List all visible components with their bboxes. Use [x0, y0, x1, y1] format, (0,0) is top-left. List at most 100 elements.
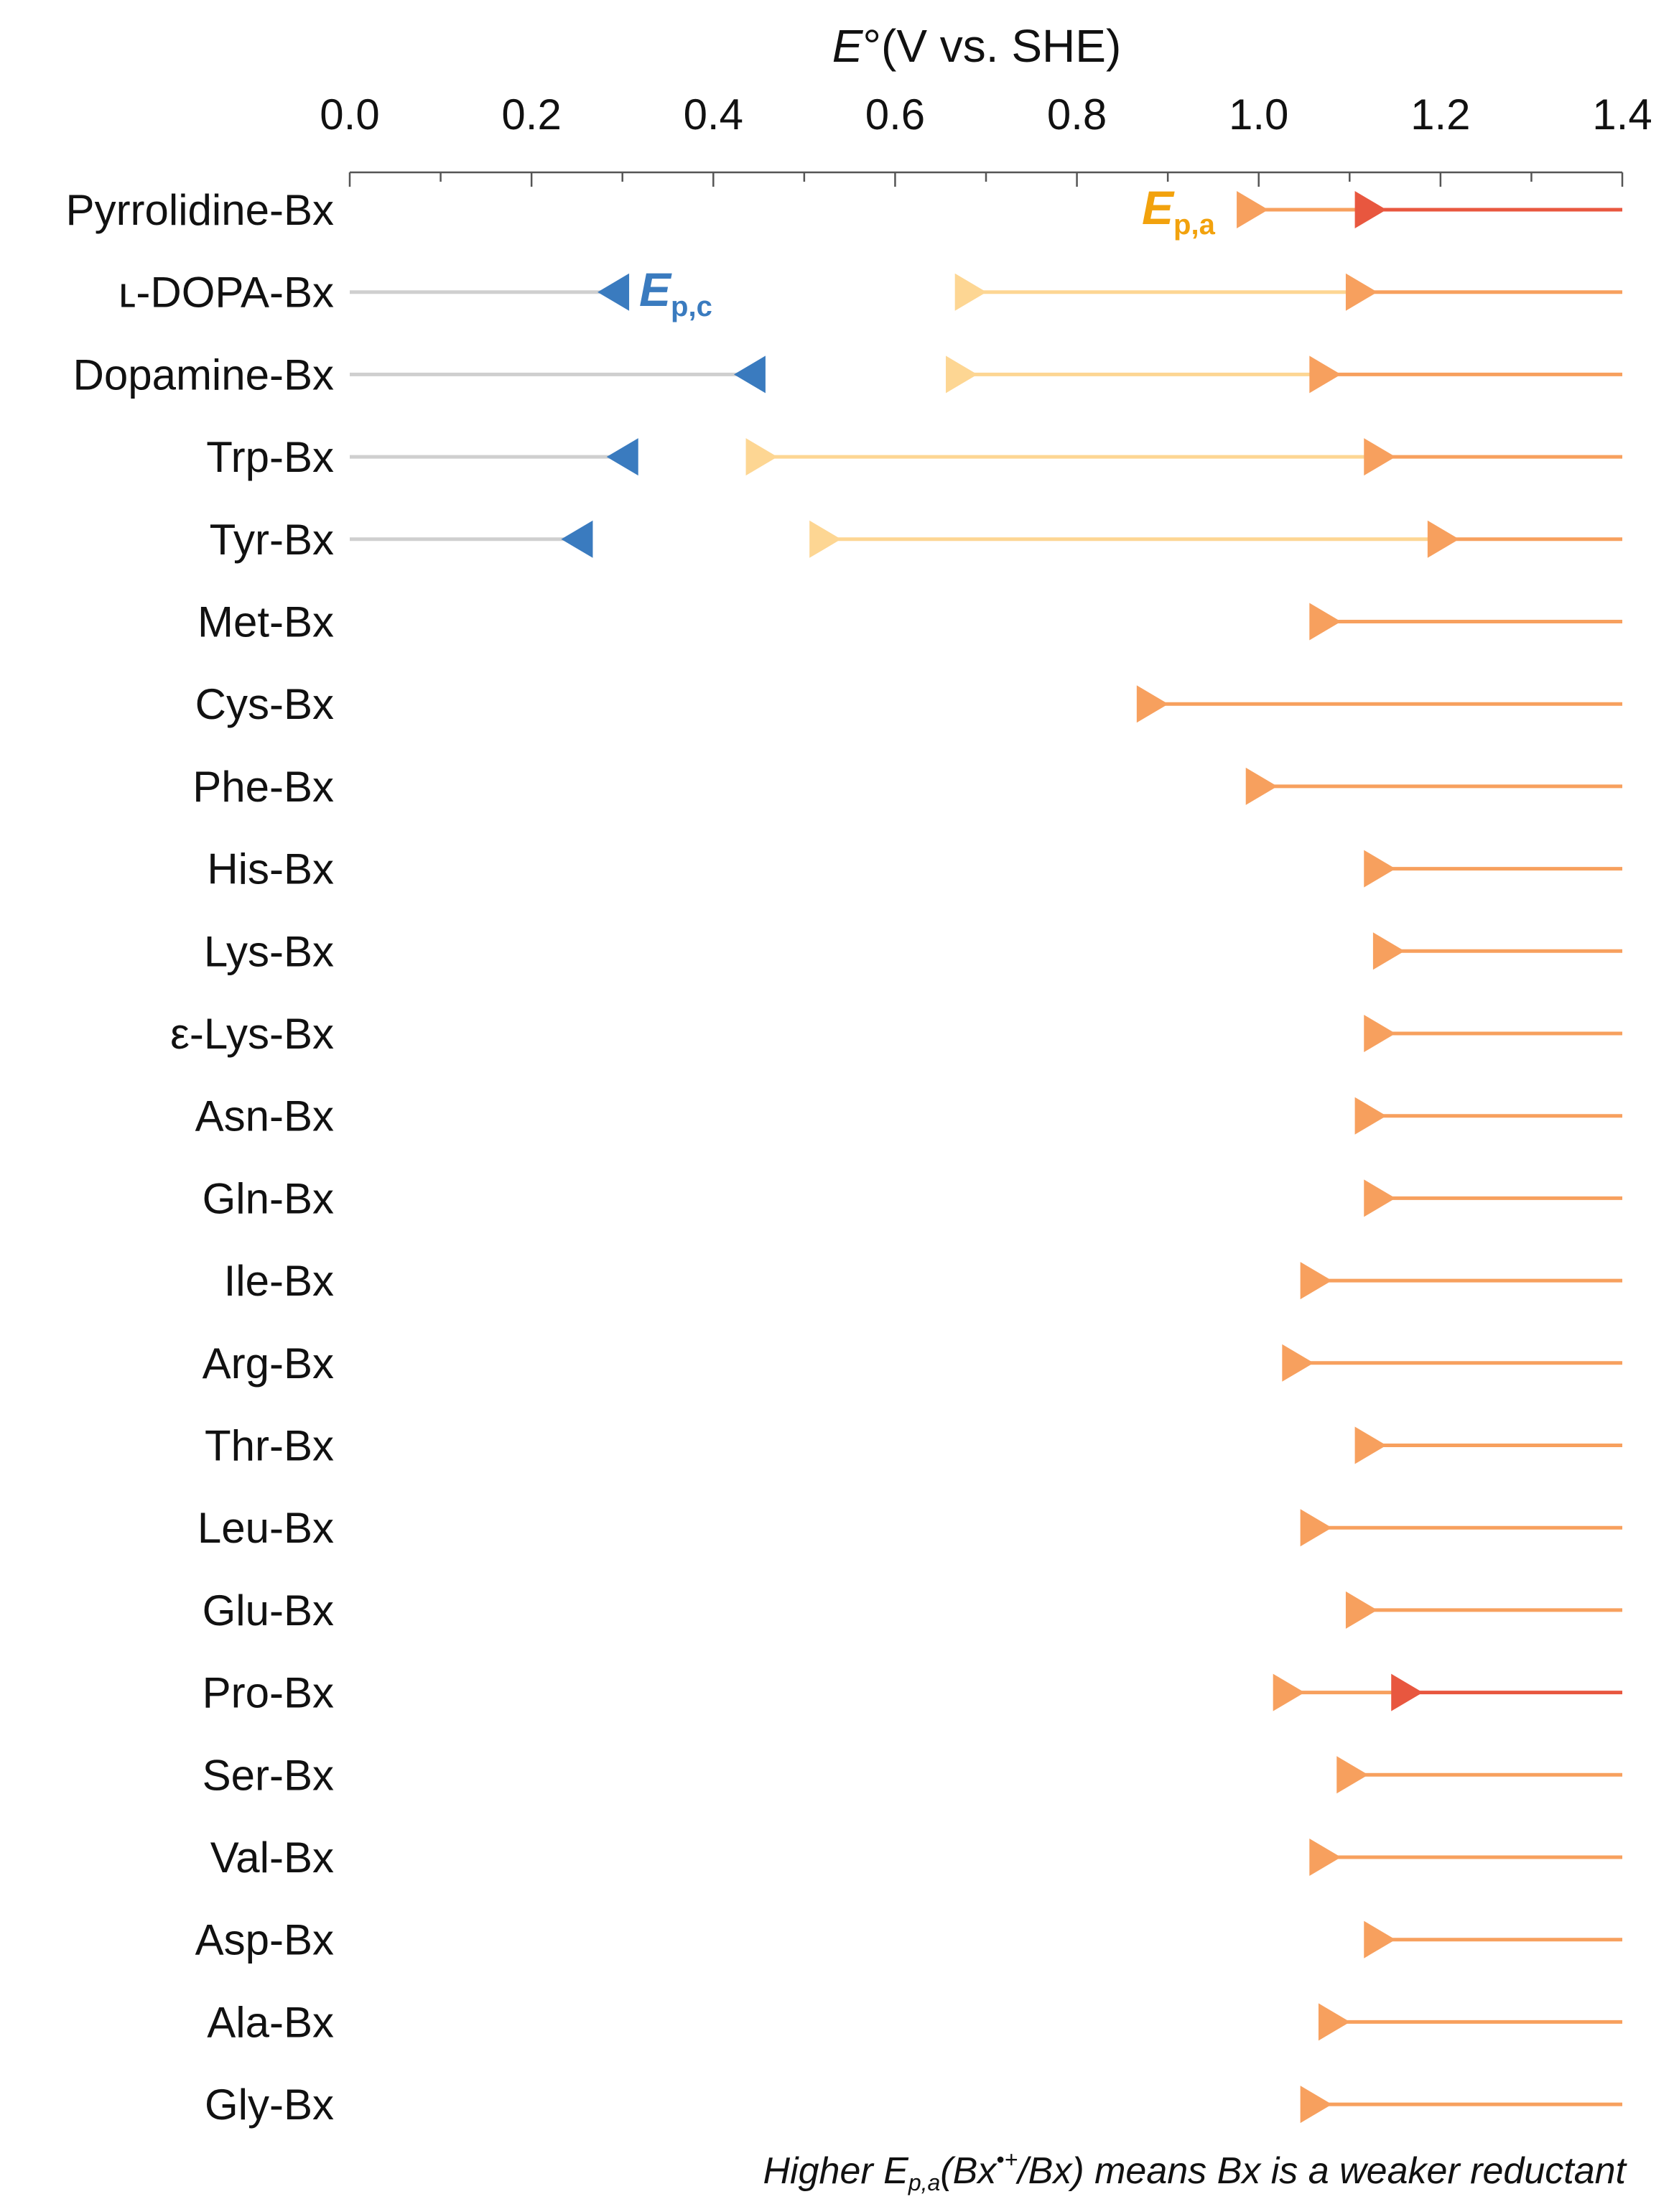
cathodic-marker: [733, 356, 766, 394]
data-row: Pyrrolidine-Bx: [66, 186, 1622, 234]
anodic-marker: [1364, 1920, 1396, 1958]
data-row: Thr-Bx: [205, 1422, 1622, 1470]
anodic-marker: [1336, 1756, 1369, 1794]
x-tick-label: 1.4: [1592, 90, 1652, 139]
cathodic-marker: [606, 438, 638, 476]
anodic-marker: [954, 273, 987, 311]
footer-part2: (Bx: [940, 2150, 998, 2192]
anodic-marker: [1354, 1097, 1387, 1135]
x-tick-label: 1.0: [1229, 90, 1288, 139]
row-label: Asp-Bx: [195, 1916, 334, 1964]
row-label: Pro-Bx: [203, 1669, 334, 1717]
anodic-marker: [1309, 356, 1341, 394]
axis-title-rest: °(V vs. SHE): [862, 20, 1121, 72]
data-row: Glu-Bx: [203, 1586, 1622, 1635]
ep-c-sub: p,c: [671, 291, 712, 322]
ep-c-annotation: Ep,c: [639, 263, 712, 322]
anodic-marker: [946, 356, 978, 394]
data-row: Met-Bx: [197, 598, 1622, 646]
anodic-marker: [1136, 685, 1168, 723]
data-row: Phe-Bx: [192, 763, 1622, 811]
row-label: Tyr-Bx: [210, 516, 334, 564]
axis-title-italic: E: [832, 20, 864, 72]
x-tick-label: 1.2: [1410, 90, 1470, 139]
row-label: Trp-Bx: [206, 433, 334, 481]
anodic-marker: [809, 520, 842, 558]
data-row: Trp-Bx: [206, 433, 1622, 481]
row-label: Pyrrolidine-Bx: [66, 186, 334, 234]
anodic-marker: [1282, 1344, 1314, 1382]
anodic-marker: [1345, 273, 1377, 311]
anodic-marker: [1354, 1426, 1387, 1464]
data-row: Gln-Bx: [203, 1174, 1622, 1222]
row-label: Glu-Bx: [203, 1586, 334, 1635]
row-label: Lys-Bx: [204, 927, 334, 975]
ep-a-annotation: Ep,a: [1142, 181, 1216, 241]
data-row: Ser-Bx: [203, 1751, 1622, 1799]
footer-part3: /Bx) means Bx is a weaker reductant: [1015, 2150, 1627, 2192]
anodic-marker: [1372, 932, 1405, 970]
data-row: His-Bx: [207, 845, 1622, 893]
row-label: Dopamine-Bx: [73, 350, 335, 399]
data-row: Ala-Bx: [207, 1998, 1622, 2046]
x-tick-label: 0.6: [865, 90, 925, 139]
ep-c-main: E: [639, 263, 672, 316]
ep-a-main: E: [1142, 181, 1175, 234]
anodic-marker: [1300, 2086, 1332, 2124]
cathodic-marker: [597, 273, 630, 311]
anodic-marker: [1364, 1179, 1396, 1217]
row-label: His-Bx: [207, 845, 334, 893]
row-label: Ala-Bx: [207, 1998, 334, 2046]
x-axis: 0.0 0.2 0.4 0.6 0.8 1.0 1.2 1.4: [320, 90, 1652, 187]
x-tick-label: 0.4: [684, 90, 743, 139]
row-label: ʟ-DOPA-Bx: [118, 269, 334, 317]
anodic-marker: [1273, 1673, 1305, 1711]
data-row: Ile-Bx: [224, 1257, 1622, 1305]
anodic-marker: [1354, 191, 1387, 228]
row-label: Phe-Bx: [192, 763, 334, 811]
anodic-marker: [1391, 1673, 1423, 1711]
row-label: Gly-Bx: [205, 2081, 334, 2129]
axis-title: E°(V vs. SHE): [832, 20, 1122, 72]
anodic-marker: [1309, 1839, 1341, 1876]
data-row: Arg-Bx: [203, 1339, 1622, 1388]
row-label: Leu-Bx: [197, 1504, 334, 1552]
row-label: Thr-Bx: [205, 1422, 334, 1470]
data-rows: Pyrrolidine-Bx ʟ-DOPA-Bx Dopamine-Bx Trp-Bx…: [66, 186, 1622, 2129]
row-label: Cys-Bx: [195, 680, 334, 728]
anodic-marker: [1245, 767, 1278, 805]
data-row: Tyr-Bx: [210, 516, 1622, 564]
anodic-marker: [1364, 850, 1396, 888]
data-row: Gly-Bx: [205, 2081, 1622, 2129]
data-row: Asp-Bx: [195, 1916, 1622, 1964]
footer-part1: Higher E: [763, 2150, 910, 2192]
row-label: Gln-Bx: [203, 1174, 334, 1222]
row-label: Met-Bx: [197, 598, 334, 646]
anodic-marker: [745, 438, 778, 476]
data-row: ʟ-DOPA-Bx: [118, 269, 1622, 317]
anodic-marker: [1364, 1015, 1396, 1052]
data-row: Lys-Bx: [204, 927, 1622, 975]
data-row: Pro-Bx: [203, 1669, 1622, 1717]
footer-sup: •+: [996, 2147, 1018, 2172]
anodic-marker: [1237, 191, 1269, 228]
ep-a-sub: p,a: [1173, 209, 1216, 241]
data-row: Cys-Bx: [195, 680, 1622, 728]
row-label: Ile-Bx: [224, 1257, 334, 1305]
row-label: Val-Bx: [210, 1834, 334, 1882]
row-label: Arg-Bx: [203, 1339, 334, 1388]
data-row: Dopamine-Bx: [73, 350, 1622, 399]
x-tick-label: 0.8: [1047, 90, 1107, 139]
data-row: ε-Lys-Bx: [170, 1010, 1622, 1058]
row-label: Asn-Bx: [195, 1092, 334, 1140]
anodic-marker: [1300, 1262, 1332, 1300]
data-row: Asn-Bx: [195, 1092, 1622, 1140]
x-tick-label: 0.2: [501, 90, 561, 139]
row-label: ε-Lys-Bx: [170, 1010, 334, 1058]
cathodic-marker: [561, 520, 593, 558]
footer-note: Higher Ep,a(Bx•+/Bx) means Bx is a weake…: [763, 2147, 1628, 2195]
footer-sub: p,a: [908, 2170, 940, 2195]
x-tick-label: 0.0: [320, 90, 379, 139]
anodic-marker: [1300, 1509, 1332, 1547]
